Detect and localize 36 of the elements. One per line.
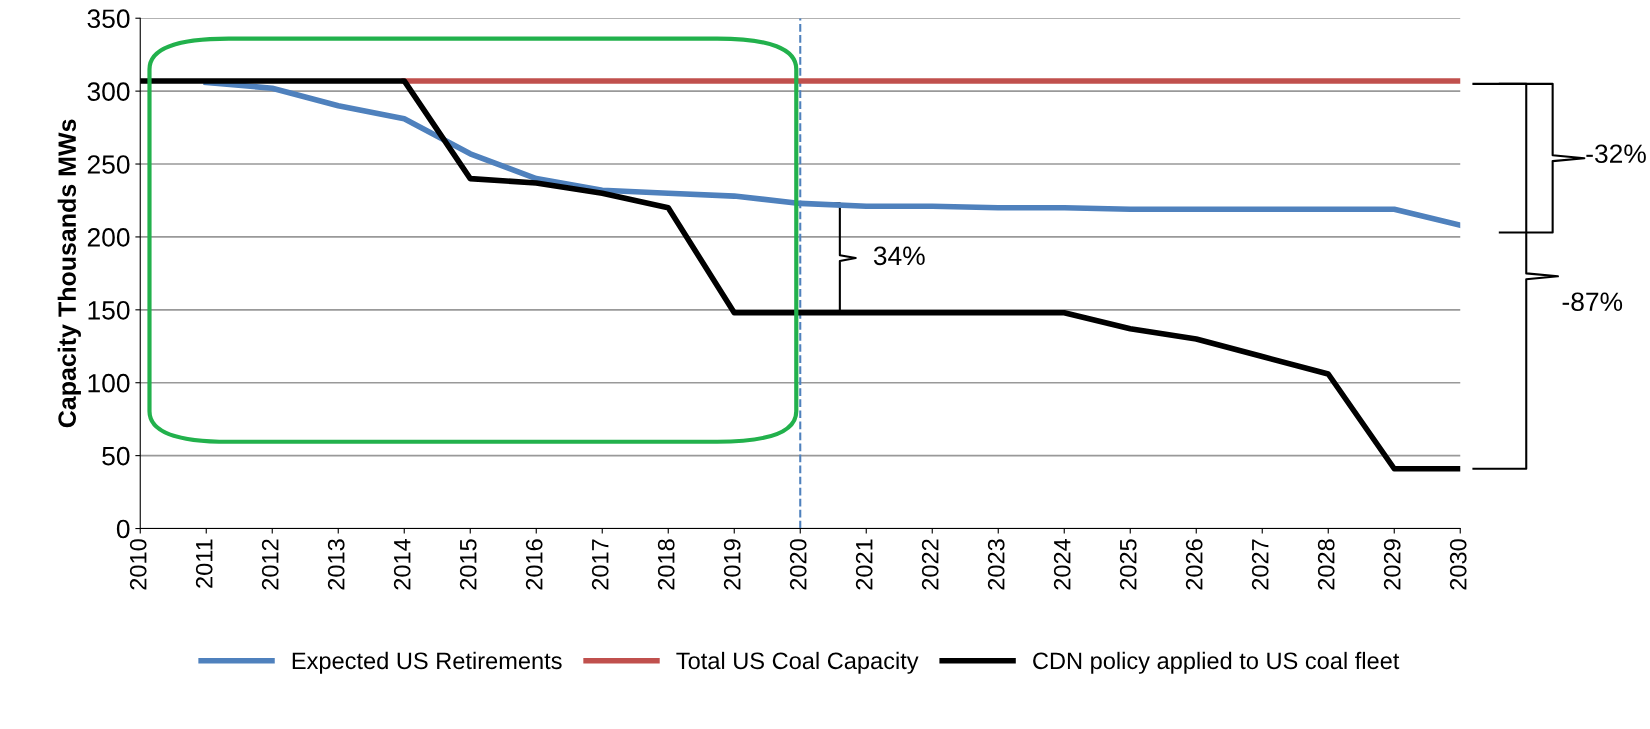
x-tick-label: 2023	[987, 539, 1005, 590]
y-tick-label: 300	[87, 82, 130, 101]
x-tick-label: 2021	[855, 539, 873, 590]
x-tick-label: 2015	[459, 539, 477, 590]
legend-label: Expected US Retirements	[292, 651, 562, 674]
y-tick-label: 250	[87, 155, 130, 174]
y-tick-label: 0	[116, 519, 130, 539]
x-tick-label: 2016	[525, 539, 543, 590]
y-tick-label: 150	[88, 300, 130, 320]
x-tick-label: 2026	[1185, 539, 1203, 590]
y-tick-label: 50	[102, 446, 130, 466]
annotation: 34%	[873, 246, 925, 266]
x-tick-label: 2010	[129, 539, 147, 590]
x-tick-label: 2018	[657, 539, 675, 590]
x-tick-label: 2013	[327, 539, 345, 590]
x-tick-label: 2025	[1119, 539, 1137, 590]
text: -87%	[1562, 292, 1623, 312]
y-tick-label: 350	[87, 9, 130, 29]
text: -32%	[1586, 144, 1646, 164]
y-tick-label: 200	[87, 228, 130, 247]
x-tick-label: 2030	[1449, 539, 1467, 590]
x-tick-label: 2022	[921, 539, 939, 590]
x-tick-label: 2017	[591, 539, 609, 590]
x-tick-label: 2011	[195, 539, 213, 588]
x-tick-label: 2014	[393, 538, 411, 590]
y-axis-title: Capacity Thousands MWs	[57, 119, 81, 428]
x-tick-label: 2029	[1383, 539, 1401, 590]
legend-label: Total US Coal Capacity	[676, 651, 919, 674]
x-tick-label: 2027	[1251, 539, 1269, 590]
x-tick-label: 2012	[261, 539, 279, 590]
x-tick-label: 2028	[1317, 539, 1335, 590]
x-tick-label: 2019	[723, 539, 741, 590]
x-tick-label: 2020	[789, 539, 807, 590]
y-tick-label: 100	[88, 373, 130, 393]
x-tick-label: 2024	[1053, 538, 1071, 590]
legend-label: CDN policy applied to US coal fleet	[1033, 651, 1400, 674]
